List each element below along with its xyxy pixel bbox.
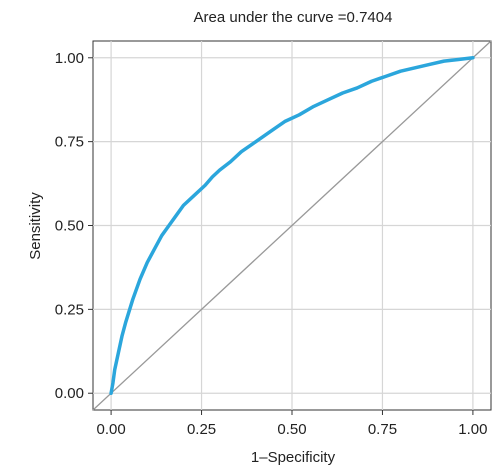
x-tick-label: 0.00 <box>96 421 125 438</box>
y-tick-label: 0.50 <box>55 218 84 235</box>
reference-line <box>92 40 492 411</box>
x-axis-ticks: 0.00 0.25 0.50 0.75 1.00 <box>96 410 488 438</box>
roc-curve <box>109 56 475 395</box>
y-tick-label: 1.00 <box>55 50 84 67</box>
x-tick-label: 1.00 <box>458 421 487 438</box>
y-tick-label: 0.00 <box>55 385 84 402</box>
x-axis-title: 1–Specificity <box>251 449 336 466</box>
x-tick-label: 0.75 <box>368 421 397 438</box>
y-axis-ticks: 0.00 0.25 0.50 0.75 1.00 <box>55 50 93 402</box>
y-axis-title: Sensitivity <box>27 192 44 260</box>
chart-title: Area under the curve =0.7404 <box>194 9 393 26</box>
roc-series <box>109 56 475 395</box>
x-tick-label: 0.50 <box>277 421 306 438</box>
reference-diagonal <box>92 40 492 411</box>
x-tick-label: 0.25 <box>187 421 216 438</box>
y-tick-label: 0.25 <box>55 301 84 318</box>
y-tick-label: 0.75 <box>55 134 84 151</box>
grid-lines <box>93 41 491 410</box>
